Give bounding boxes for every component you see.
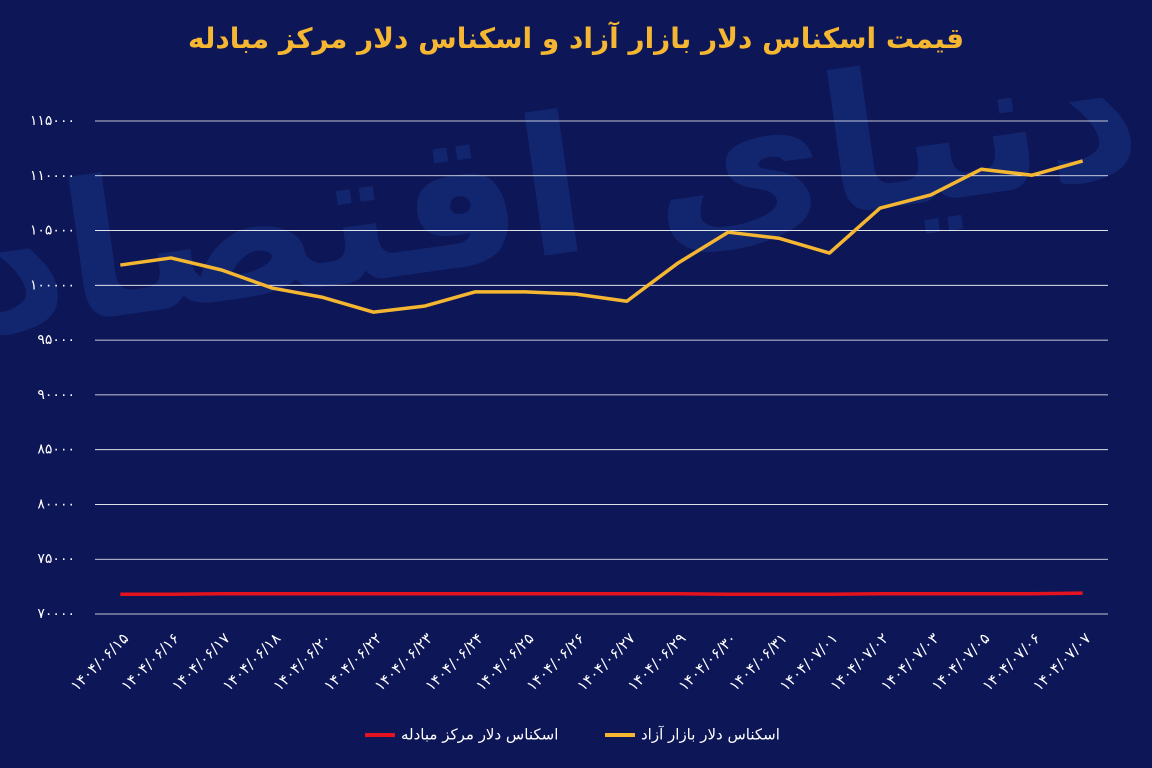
series-line: [120, 591, 1083, 597]
y-tick-label: ۱۱۰۰۰۰: [30, 168, 75, 184]
chart-title: قیمت اسکناس دلار بازار آزاد و اسکناس دلا…: [188, 21, 964, 55]
y-tick-label: ۹۰۰۰۰: [37, 387, 75, 403]
series-line: [120, 159, 1084, 314]
legend-label: اسکناس دلار مرکز مبادله: [401, 726, 558, 744]
y-tick-label: ۸۰۰۰۰: [37, 496, 75, 512]
y-tick-label: ۷۵۰۰۰: [37, 551, 75, 567]
y-tick-label: ۱۱۵۰۰۰: [30, 113, 75, 129]
legend-label: اسکناس دلار بازار آزاد: [641, 726, 780, 744]
y-tick-label: ۷۰۰۰۰: [37, 606, 75, 622]
y-tick-label: ۸۵۰۰۰: [37, 442, 75, 458]
y-tick-label: ۱۰۰۰۰۰: [30, 277, 75, 293]
y-tick-label: ۹۵۰۰۰: [37, 332, 75, 348]
y-tick-label: ۱۰۵۰۰۰: [30, 223, 75, 239]
